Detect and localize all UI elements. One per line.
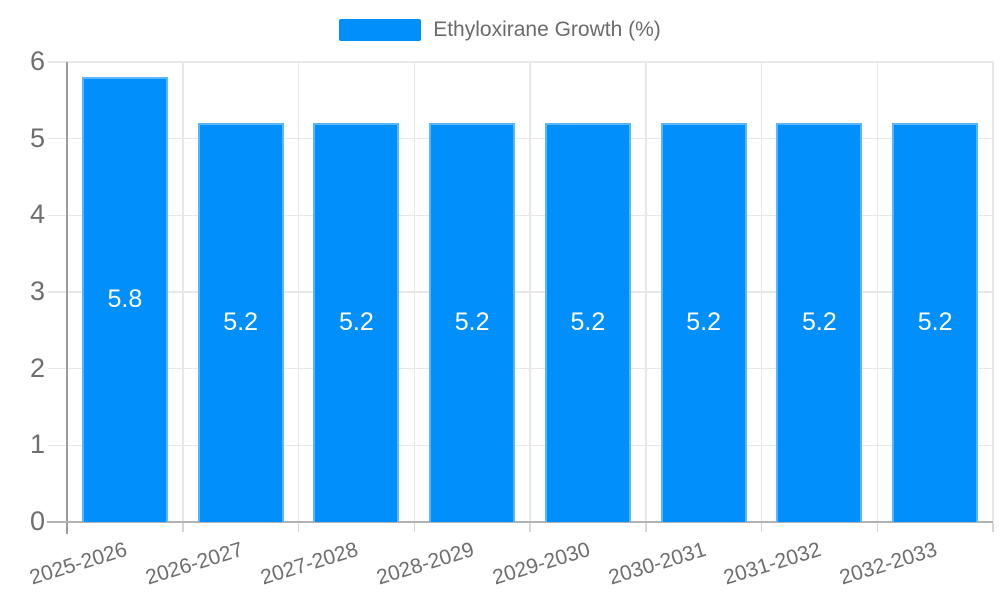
bar-value-label: 5.2 <box>454 307 490 336</box>
bar[interactable] <box>81 77 168 522</box>
bar[interactable] <box>197 123 284 522</box>
x-tick-label: 2031-2032 <box>721 538 825 590</box>
v-gridline <box>876 62 878 522</box>
y-tick-label: 1 <box>29 429 45 460</box>
h-gridline <box>48 444 993 447</box>
bar[interactable] <box>776 123 863 522</box>
x-tick-label: 2025-2026 <box>26 538 130 590</box>
v-gridline <box>992 62 994 522</box>
bar-value-label: 5.2 <box>338 307 374 336</box>
x-axis-tick <box>413 523 415 532</box>
y-tick-label: 5 <box>29 122 45 153</box>
bar-value-label: 5.2 <box>570 307 606 336</box>
v-gridline <box>760 62 763 522</box>
x-tick-label: 2026-2027 <box>142 538 246 590</box>
y-tick-label: 6 <box>29 46 45 76</box>
y-tick-label: 3 <box>29 276 45 306</box>
bar[interactable] <box>892 123 979 522</box>
bar[interactable] <box>544 123 631 522</box>
x-tick-label: 2028-2029 <box>374 538 477 590</box>
v-gridline <box>645 62 647 522</box>
x-tick-label: 2030-2031 <box>605 538 709 590</box>
x-axis-tick <box>182 523 184 532</box>
h-gridline <box>48 61 993 63</box>
bar-value-label: 5.2 <box>917 307 953 336</box>
bar[interactable] <box>313 123 400 522</box>
h-gridline <box>48 291 993 293</box>
h-gridline <box>48 367 993 370</box>
bar-value-label: 5.2 <box>223 307 258 336</box>
y-tick-label: 0 <box>29 506 45 536</box>
v-gridline <box>413 62 415 522</box>
y-tick-label: 4 <box>29 199 45 230</box>
x-axis-tick <box>645 523 647 532</box>
bar-value-label: 5.2 <box>686 307 721 336</box>
bar[interactable] <box>429 123 516 522</box>
x-tick-label: 2032-2033 <box>837 538 940 590</box>
x-tick-label: 2029-2030 <box>489 538 593 590</box>
x-axis-line <box>47 521 993 523</box>
h-gridline <box>48 214 993 217</box>
v-gridline <box>297 62 300 522</box>
chart-legend[interactable]: Ethyloxirane Growth (%) <box>0 16 1000 44</box>
y-tick-label: 2 <box>29 352 45 383</box>
v-gridline <box>182 62 184 522</box>
x-axis-tick <box>876 523 878 532</box>
y-axis-line <box>66 62 68 534</box>
bar-value-label: 5.8 <box>107 284 143 313</box>
bar-value-label: 5.2 <box>801 307 837 336</box>
x-axis-tick <box>992 523 994 532</box>
legend-swatch-icon <box>339 19 422 41</box>
x-axis-tick <box>529 523 531 532</box>
x-axis-tick <box>760 523 763 532</box>
v-gridline <box>529 62 531 522</box>
x-tick-label: 2027-2028 <box>258 538 362 590</box>
legend-label: Ethyloxirane Growth (%) <box>433 18 661 41</box>
bar[interactable] <box>660 123 747 522</box>
x-axis-tick <box>297 523 300 532</box>
h-gridline <box>48 137 993 140</box>
